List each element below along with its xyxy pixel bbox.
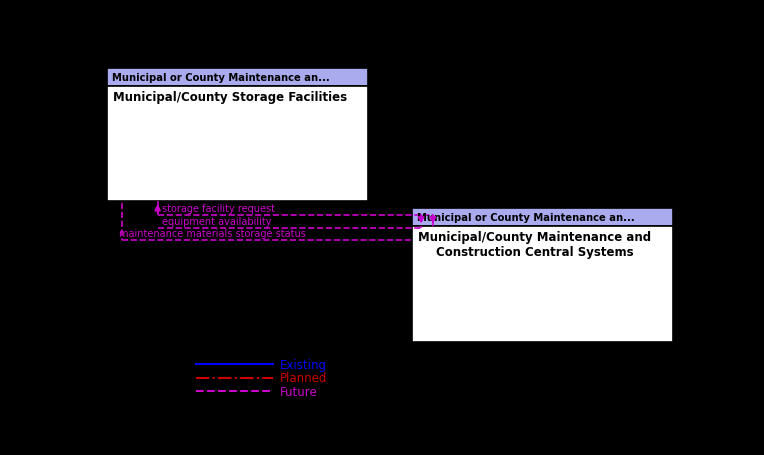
Text: storage facility request: storage facility request <box>163 204 275 214</box>
Text: Municipal or County Maintenance an...: Municipal or County Maintenance an... <box>417 213 635 223</box>
Text: Future: Future <box>280 385 318 398</box>
Text: Existing: Existing <box>280 358 327 371</box>
Bar <box>413 209 673 227</box>
Bar <box>107 69 368 87</box>
Text: equipment availability: equipment availability <box>163 216 272 226</box>
Bar <box>413 227 673 342</box>
Text: Municipal/County Storage Facilities: Municipal/County Storage Facilities <box>113 91 348 103</box>
Text: Planned: Planned <box>280 371 328 384</box>
Text: maintenance materials storage status: maintenance materials storage status <box>119 228 306 238</box>
Text: Municipal/County Maintenance and
Construction Central Systems: Municipal/County Maintenance and Constru… <box>418 231 652 258</box>
Text: Municipal or County Maintenance an...: Municipal or County Maintenance an... <box>112 73 330 83</box>
Bar <box>107 87 368 202</box>
